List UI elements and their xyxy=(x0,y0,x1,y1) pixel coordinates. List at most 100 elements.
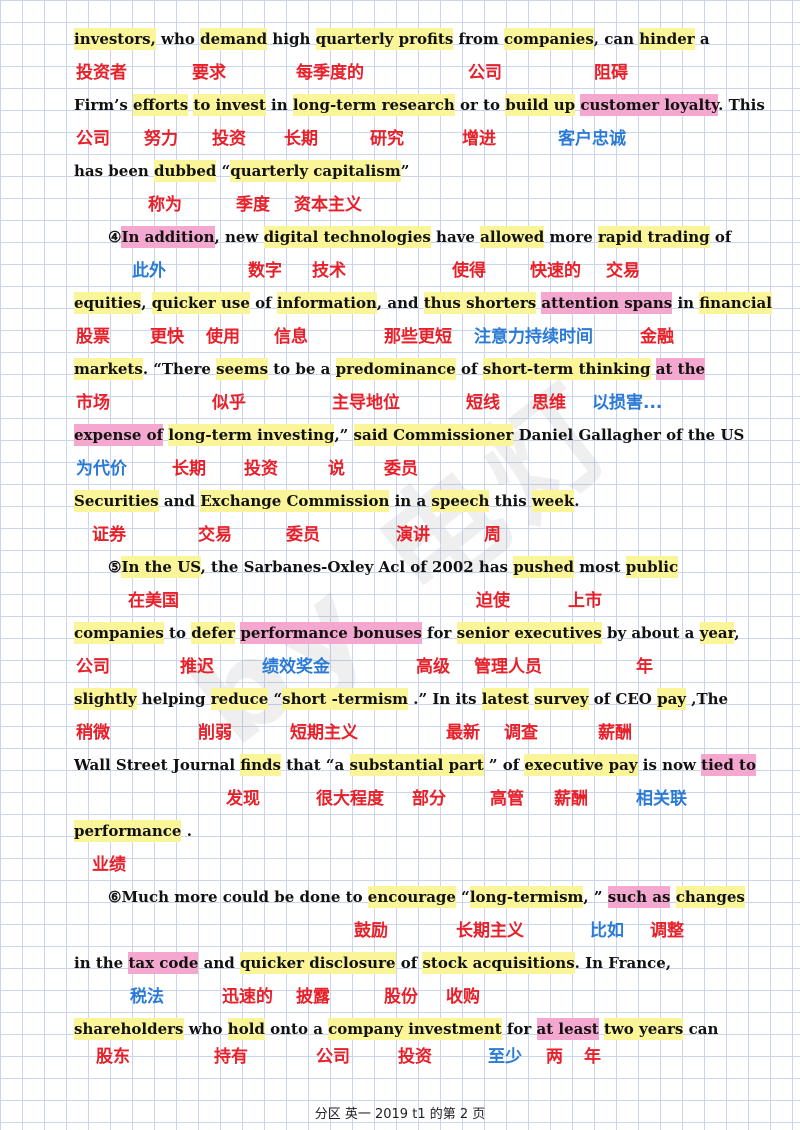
hl-word: at the xyxy=(655,358,706,380)
hl-word: digital technologies xyxy=(263,226,431,248)
gloss-line-12: 发现 很大程度 部分 高管 薪酬 相关联 xyxy=(0,786,800,812)
text: and xyxy=(158,492,201,510)
text: of xyxy=(455,360,483,378)
english-line-9: ⑤In the US, the Sarbanes-Oxley Acl of 20… xyxy=(74,554,714,580)
text: . xyxy=(181,822,192,840)
text: “ xyxy=(268,690,283,708)
gloss: 短期主义 xyxy=(290,723,358,743)
hl-word: allowed xyxy=(480,226,545,248)
gloss: 思维 xyxy=(532,393,566,413)
hl-word: company investment xyxy=(328,1018,502,1040)
hl-word: public xyxy=(625,556,679,578)
text: a xyxy=(694,30,710,48)
text: in a xyxy=(389,492,432,510)
text: ” xyxy=(400,162,410,180)
gloss-line-11: 稍微 削弱 短期主义 最新 调查 薪酬 xyxy=(0,720,800,746)
text: has been xyxy=(74,162,154,180)
hl-word: companies xyxy=(503,28,594,50)
gloss: 阻碍 xyxy=(594,63,628,83)
hl-word: latest xyxy=(481,688,530,710)
english-line-6: markets. “There seems to be a predominan… xyxy=(74,356,714,382)
gloss: 股份 xyxy=(384,987,418,1007)
text: ,” xyxy=(334,426,354,444)
text: . xyxy=(574,492,580,510)
gloss: 数字 xyxy=(248,261,282,281)
gloss: 绩效奖金 xyxy=(262,657,330,677)
hl-word: substantial part xyxy=(349,754,484,776)
hl-word: expense of xyxy=(74,424,164,446)
text: . In France, xyxy=(574,954,672,972)
hl-word: In addition xyxy=(121,226,215,248)
text: , and xyxy=(376,294,424,312)
hl-word: seems xyxy=(216,358,269,380)
hl-word: changes xyxy=(675,886,745,908)
hl-word: markets xyxy=(74,358,143,380)
gloss: 那些更短 xyxy=(384,327,452,347)
gloss: 称为 xyxy=(148,195,182,215)
gloss: 披露 xyxy=(296,987,330,1007)
gloss: 股票 xyxy=(76,327,110,347)
text: . “There xyxy=(142,360,217,378)
hl-word: information xyxy=(276,292,377,314)
text: of CEO xyxy=(588,690,658,708)
gloss: 两 xyxy=(546,1047,563,1067)
gloss: 管理人员 xyxy=(474,657,542,677)
hl-word: performance xyxy=(74,820,182,842)
gloss: 金融 xyxy=(640,327,674,347)
gloss-line-9: 在美国 迫使 上市 xyxy=(0,588,800,614)
text: of xyxy=(709,228,732,246)
hl-word: tax code xyxy=(128,952,199,974)
hl-word: thus shorters xyxy=(423,292,537,314)
hl-word: quarterly profits xyxy=(315,28,454,50)
gloss-line-16: 股东 持有 公司 投资 至少 两 年 xyxy=(0,1044,800,1070)
text: more xyxy=(544,228,599,246)
gloss: 相关联 xyxy=(636,789,687,809)
hl-word: predominance xyxy=(335,358,456,380)
hl-word: performance bonuses xyxy=(240,622,422,644)
gloss: 信息 xyxy=(274,327,308,347)
gloss: 此外 xyxy=(132,261,166,281)
text: “ xyxy=(216,162,231,180)
text: ” of xyxy=(483,756,525,774)
english-line-11: slightly helping reduce “short -termism … xyxy=(74,686,728,712)
gloss-line-1: 投资者 要求 每季度的 公司 阻碍 xyxy=(0,60,800,86)
gloss: 每季度的 xyxy=(296,63,364,83)
english-line-1: investors, who demand high quarterly pro… xyxy=(74,26,714,52)
gloss: 长期 xyxy=(284,129,318,149)
hl-word: pushed xyxy=(513,556,575,578)
text: in the xyxy=(74,954,129,972)
text: for xyxy=(421,624,457,642)
hl-word: encourage xyxy=(367,886,456,908)
gloss-line-10: 公司 推迟 绩效奖金 高级 管理人员 年 xyxy=(0,654,800,680)
text: , xyxy=(734,624,740,642)
english-line-16: shareholders who hold onto a company inv… xyxy=(74,1016,718,1042)
text: , can xyxy=(593,30,640,48)
gloss: 使得 xyxy=(452,261,486,281)
text: from xyxy=(453,30,504,48)
hl-word: slightly xyxy=(74,688,137,710)
gloss-line-8: 证券 交易 委员 演讲 周 xyxy=(0,522,800,548)
hl-word: hinder xyxy=(639,28,695,50)
text: to xyxy=(163,624,192,642)
hl-word: efforts xyxy=(133,94,189,116)
gloss: 长期 xyxy=(172,459,206,479)
gloss: 证券 xyxy=(92,525,126,545)
gloss: 使用 xyxy=(206,327,240,347)
gloss: 比如 xyxy=(590,921,624,941)
text: or to xyxy=(454,96,506,114)
hl-word: senior executives xyxy=(456,622,602,644)
text: can xyxy=(683,1020,719,1038)
hl-word: companies xyxy=(74,622,164,644)
hl-word: equities xyxy=(74,292,142,314)
gloss: 周 xyxy=(484,525,501,545)
hl-word: Exchange Commission xyxy=(200,490,390,512)
text: that “a xyxy=(281,756,350,774)
hl-word: pay xyxy=(657,688,687,710)
gloss: 长期主义 xyxy=(456,921,524,941)
hl-word: tied to xyxy=(701,754,756,776)
text: , ” xyxy=(583,888,608,906)
gloss: 迫使 xyxy=(476,591,510,611)
gloss: 交易 xyxy=(606,261,640,281)
text: .” In its xyxy=(408,690,482,708)
gloss: 说 xyxy=(328,459,345,479)
